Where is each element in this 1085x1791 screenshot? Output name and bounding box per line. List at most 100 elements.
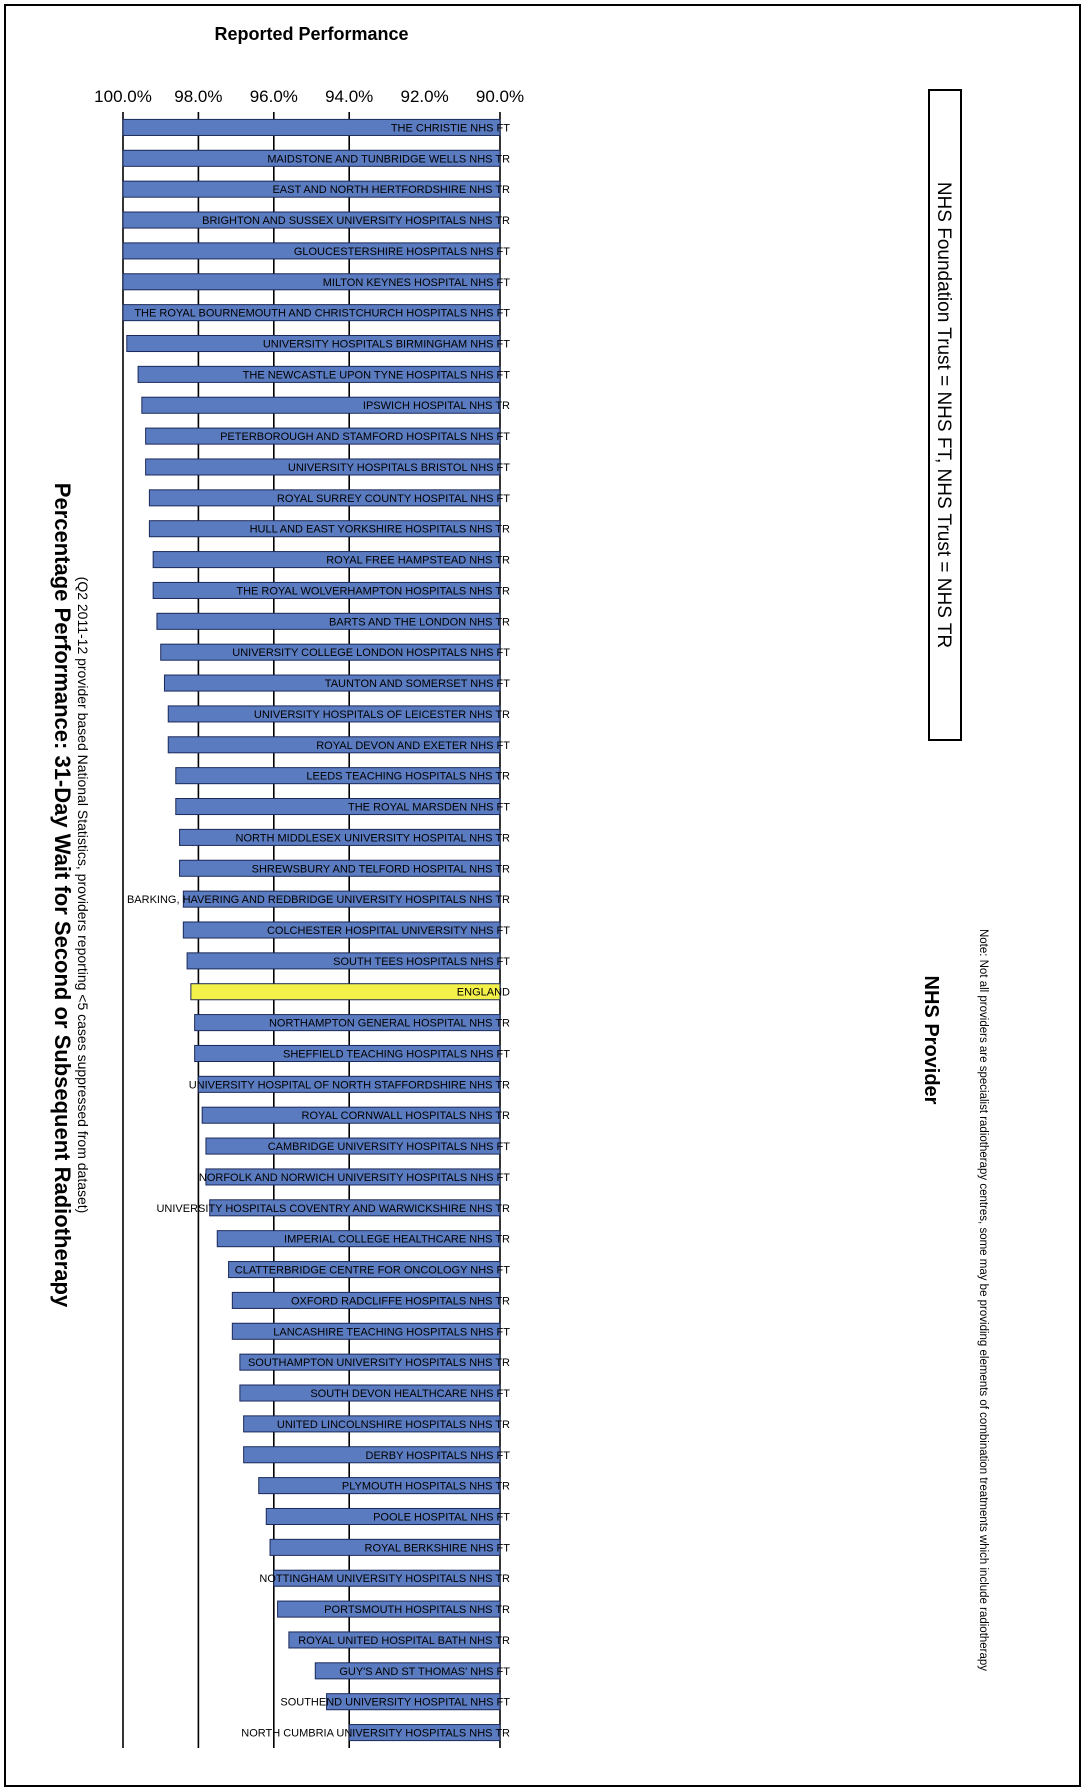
category-label: BARKING, HAVERING AND REDBRIDGE UNIVERSI… [127,894,510,906]
category-label: UNIVERSITY HOSPITALS OF LEICESTER NHS TR [254,709,510,721]
bar [182,921,501,939]
bar [152,581,501,599]
bar [179,828,501,846]
y-tick-labels: 90.0% 92.0% 94.0% 96.0% 98.0% 100.0% [94,87,524,106]
category-label: UNITED LINCOLNSHIRE HOSPITALS NHS TR [277,1419,510,1431]
bar [122,149,501,167]
bar [201,1106,501,1124]
category-label: ROYAL UNITED HOSPITAL BATH NHS TR [298,1635,510,1647]
category-label: NORTH MIDDLESEX UNIVERSITY HOSPITAL NHS … [236,832,510,844]
bar [145,427,501,445]
category-label: MILTON KEYNES HOSPITAL NHS FT [323,277,511,289]
category-label: SOUTH DEVON HEALTHCARE NHS FT [310,1388,510,1400]
y-tick-label: 90.0% [476,87,524,106]
bar [122,242,501,260]
bar [137,365,501,383]
category-label: UNIVERSITY HOSPITALS BIRMINGHAM NHS FT [263,339,510,351]
bar [163,674,501,692]
bar [126,334,501,353]
y-tick-label: 92.0% [400,87,448,106]
category-label: PORTSMOUTH HOSPITALS NHS TR [324,1604,510,1616]
bar [265,1507,501,1526]
bar [348,1724,501,1742]
bar [175,798,501,816]
category-label: BRIGHTON AND SUSSEX UNIVERSITY HOSPITALS… [202,215,510,227]
bar [122,273,501,291]
bar [194,1014,501,1032]
bar [231,1322,501,1340]
bar [122,304,501,322]
category-label: ROYAL CORNWALL HOSPITALS NHS TR [302,1110,510,1122]
category-label: THE CHRISTIE NHS FT [391,122,510,134]
category-label: UNIVERSITY HOSPITALS COVENTRY AND WARWIC… [157,1203,511,1215]
chart-subtitle: (Q2 2011-12 provider based National Stat… [75,577,91,1214]
category-label: OXFORD RADCLIFFE HOSPITALS NHS TR [291,1295,510,1307]
bar [179,859,501,877]
bar [148,520,501,538]
bar [205,1137,501,1155]
category-label: CLATTERBRIDGE CENTRE FOR ONCOLOGY NHS FT [235,1265,511,1277]
x-axis-label: NHS Provider [920,976,942,1105]
bar [167,736,501,754]
bar [239,1353,501,1371]
bar [167,705,501,723]
bar [269,1538,501,1556]
category-label: SOUTHAMPTON UNIVERSITY HOSPITALS NHS TR [248,1357,510,1369]
bar [197,1075,501,1093]
legend-note: NHS Foundation Trust = NHS FT, NHS Trust… [933,182,954,648]
bar [186,952,501,970]
category-label: BARTS AND THE LONDON NHS TR [329,616,510,628]
bar [277,1600,501,1618]
category-label: GLOUCESTERSHIRE HOSPITALS NHS FT [294,246,510,258]
category-label: POOLE HOSPITAL NHS FT [373,1511,510,1523]
bar [194,1044,501,1062]
footnote: Note: Not all providers are specialist r… [977,929,989,1671]
bar [326,1693,501,1711]
category-label: ROYAL DEVON AND EXETER NHS FT [316,740,510,752]
bar [243,1446,501,1464]
bar [239,1384,501,1402]
bar [288,1631,501,1649]
category-label: NORFOLK AND NORWICH UNIVERSITY HOSPITALS… [199,1172,510,1184]
y-tick-label: 94.0% [325,87,373,106]
legend-note-box: NHS Foundation Trust = NHS FT, NHS Trust… [928,89,962,741]
bar [160,643,501,661]
y-tick-label: 98.0% [174,87,222,106]
category-label: SHREWSBURY AND TELFORD HOSPITAL NHS TR [252,863,510,875]
bar [209,1199,501,1217]
category-label: SOUTHEND UNIVERSITY HOSPITAL NHS FT [280,1697,510,1709]
category-label: THE NEWCASTLE UPON TYNE HOSPITALS NHS FT [243,369,511,381]
category-label: PLYMOUTH HOSPITALS NHS TR [342,1481,510,1493]
bar [122,211,501,229]
bar-england [190,983,501,1001]
category-label: SHEFFIELD TEACHING HOSPITALS NHS FT [283,1048,510,1060]
bars [122,118,501,1742]
bar [122,118,501,136]
category-label: IPSWICH HOSPITAL NHS TR [363,400,510,412]
bar [152,551,501,569]
category-label: TAUNTON AND SOMERSET NHS FT [325,678,510,690]
category-label: HULL AND EAST YORKSHIRE HOSPITALS NHS TR [250,524,510,536]
category-label: IMPERIAL COLLEGE HEALTHCARE NHS TR [284,1234,510,1246]
chart-title: Percentage Performance: 31-Day Wait for … [50,483,75,1308]
category-label: NORTHAMPTON GENERAL HOSPITAL NHS TR [269,1018,510,1030]
bar [216,1230,501,1248]
legend-note-border [928,89,962,741]
bar [122,180,501,198]
category-label: UNIVERSITY HOSPITALS BRISTOL NHS FT [288,462,510,474]
category-label: UNIVERSITY COLLEGE LONDON HOSPITALS NHS … [232,647,510,659]
y-axis-label: Reported Performance [214,24,408,44]
bar [205,1168,501,1186]
category-label: THE ROYAL MARSDEN NHS FT [348,802,510,814]
y-tick-label: 96.0% [250,87,298,106]
category-label: GUY'S AND ST THOMAS' NHS FT [339,1666,510,1678]
category-label: UNIVERSITY HOSPITAL OF NORTH STAFFORDSHI… [189,1079,510,1091]
bar [145,458,501,476]
bar [231,1291,501,1309]
category-labels: THE CHRISTIE NHS FT MAIDSTONE AND TUNBRID… [127,122,510,1739]
category-label: COLCHESTER HOSPITAL UNIVERSITY NHS FT [267,925,510,937]
category-label: THE ROYAL WOLVERHAMPTON HOSPITALS NHS TR [236,585,510,597]
category-label: LEEDS TEACHING HOSPITALS NHS TR [306,771,510,783]
category-label: PETERBOROUGH AND STAMFORD HOSPITALS NHS … [220,431,510,443]
